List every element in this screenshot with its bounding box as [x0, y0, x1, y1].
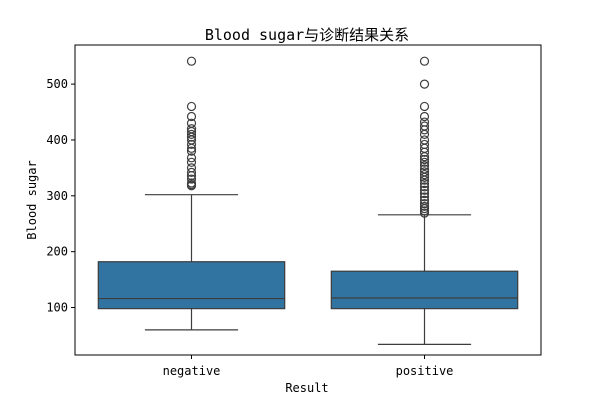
outlier-point	[186, 157, 197, 167]
outlier-point	[419, 56, 430, 66]
x-tick-label: positive	[396, 364, 454, 378]
y-axis-label: Blood sugar	[25, 160, 39, 239]
outlier-point	[419, 192, 430, 202]
outlier-point	[419, 161, 430, 171]
outlier-point	[419, 154, 430, 165]
outlier-point	[186, 101, 197, 112]
outlier-point	[186, 143, 197, 153]
outlier-point	[419, 125, 430, 135]
outlier-point	[419, 147, 430, 157]
outlier-point	[419, 129, 430, 139]
outlier-point	[186, 174, 197, 184]
outlier-point	[186, 111, 197, 122]
outlier-point	[419, 152, 430, 162]
outlier-point	[186, 181, 197, 191]
plot-frame	[74, 44, 542, 356]
outlier-point	[419, 111, 430, 122]
box-iqr	[330, 270, 519, 310]
outlier-point	[186, 132, 197, 142]
outlier-point	[419, 182, 430, 192]
outlier-point	[419, 101, 430, 112]
y-tick-label: 500	[46, 77, 68, 91]
outlier-point	[186, 139, 197, 150]
outlier-point	[419, 188, 430, 199]
outlier-point	[186, 153, 197, 163]
x-axis-label: Result	[285, 381, 328, 395]
outlier-point	[419, 79, 430, 89]
box-group-negative	[97, 56, 286, 331]
x-tick-label: negative	[163, 364, 221, 378]
outlier-point	[419, 157, 430, 167]
outlier-point	[419, 178, 430, 189]
box-iqr	[97, 261, 286, 310]
y-tick-label: 300	[46, 189, 68, 203]
y-tick-label: 400	[46, 133, 68, 147]
outlier-point	[419, 199, 430, 209]
y-tick-label: 200	[46, 245, 68, 259]
outlier-point	[186, 129, 197, 139]
outlier-point	[186, 171, 197, 181]
outlier-point	[419, 208, 430, 218]
y-tick-label: 100	[46, 301, 68, 315]
outlier-point	[186, 146, 197, 156]
outlier-point	[186, 56, 197, 66]
box-group-positive	[330, 56, 519, 345]
outlier-point	[419, 175, 430, 185]
outlier-point	[186, 167, 197, 177]
outlier-point	[419, 185, 430, 195]
outlier-point	[419, 172, 430, 182]
plot-area	[97, 56, 519, 345]
outlier-point	[419, 169, 430, 180]
chart-title: Blood sugar与诊断结果关系	[205, 26, 409, 44]
